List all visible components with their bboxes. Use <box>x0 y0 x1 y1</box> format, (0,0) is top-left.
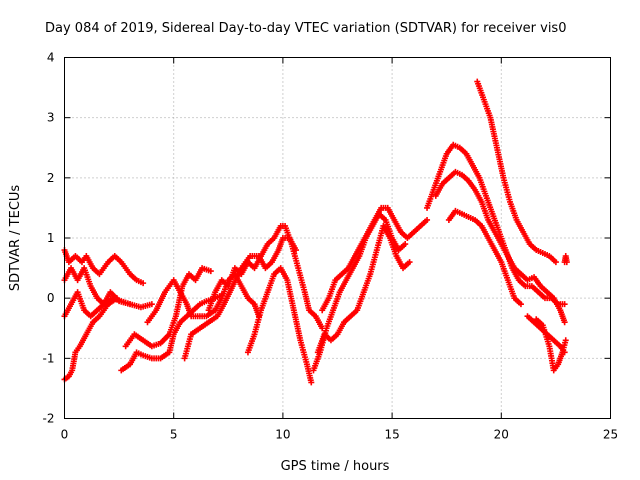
series-track-9 <box>205 222 326 332</box>
series-track-17 <box>474 78 559 266</box>
data-point <box>113 295 120 302</box>
series-track-13 <box>319 204 431 314</box>
y-tick-label: 0 <box>47 291 55 305</box>
data-point <box>563 259 570 266</box>
data-point <box>561 301 568 308</box>
y-tick-label: 2 <box>47 171 55 185</box>
data-point <box>424 216 431 223</box>
chart-title: Day 084 of 2019, Sidereal Day-to-day VTE… <box>45 21 566 36</box>
x-tick-label: 15 <box>384 428 399 442</box>
series-track-12 <box>314 222 413 356</box>
axis-ticks: 0 5 10 15 20 25 -2 -1 0 1 2 3 4 <box>43 51 619 442</box>
series-track-15 <box>432 168 568 326</box>
series-track-2 <box>61 247 147 287</box>
data-point <box>406 259 413 266</box>
series-track-19 <box>533 316 569 374</box>
x-tick-label: 10 <box>275 428 290 442</box>
y-tick-label: -1 <box>43 351 55 365</box>
series-track-20 <box>561 253 570 266</box>
data-point <box>148 301 155 308</box>
y-axis-label: SDTVAR / TECUs <box>8 185 23 292</box>
series-track-7 <box>144 271 262 326</box>
data-point <box>402 241 409 248</box>
y-tick-label: 4 <box>47 51 55 65</box>
y-tick-label: -2 <box>43 412 55 426</box>
y-tick-label: 3 <box>47 111 55 125</box>
y-tick-label: 1 <box>47 231 55 245</box>
series-track-10 <box>244 265 315 386</box>
data-point <box>517 301 524 308</box>
series-track-16 <box>445 207 524 308</box>
series-track-6 <box>122 265 214 350</box>
x-axis-label: GPS time / hours <box>281 459 390 474</box>
x-tick-label: 25 <box>603 428 618 442</box>
data-point <box>562 337 569 344</box>
data-point <box>308 379 315 386</box>
data-points <box>61 78 570 386</box>
data-point <box>140 280 147 287</box>
data-point <box>207 268 214 275</box>
x-tick-label: 20 <box>494 428 509 442</box>
x-tick-label: 5 <box>170 428 178 442</box>
data-point <box>561 319 568 326</box>
data-point <box>127 301 134 308</box>
x-tick-label: 0 <box>61 428 69 442</box>
data-point <box>552 259 559 266</box>
